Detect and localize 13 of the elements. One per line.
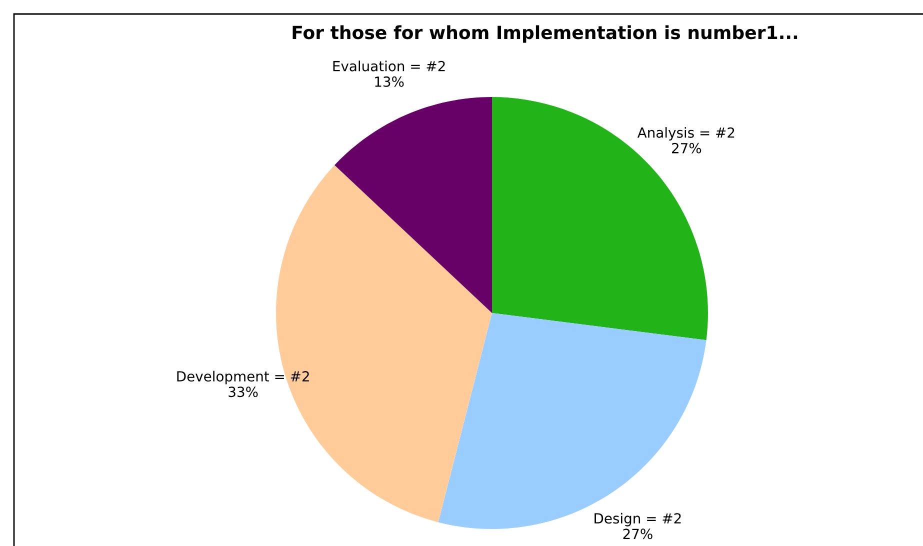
chart-title: For those for whom Implementation is number1...: [292, 25, 798, 43]
pie-slice: [276, 165, 492, 522]
data-label: 27%: [623, 528, 652, 540]
data-label: 33%: [228, 386, 258, 398]
slice-label: Evaluation = #2: [333, 60, 445, 72]
slice-label: Analysis = #2: [637, 127, 734, 141]
slice-label: Design = #2: [594, 512, 681, 526]
data-label: 27%: [672, 142, 702, 154]
data-label: 13%: [375, 76, 404, 87]
pie-slice: [334, 97, 492, 313]
pie-slice: [492, 97, 708, 340]
pie-slice: [438, 313, 706, 529]
slice-label: Development = #2: [177, 370, 309, 384]
